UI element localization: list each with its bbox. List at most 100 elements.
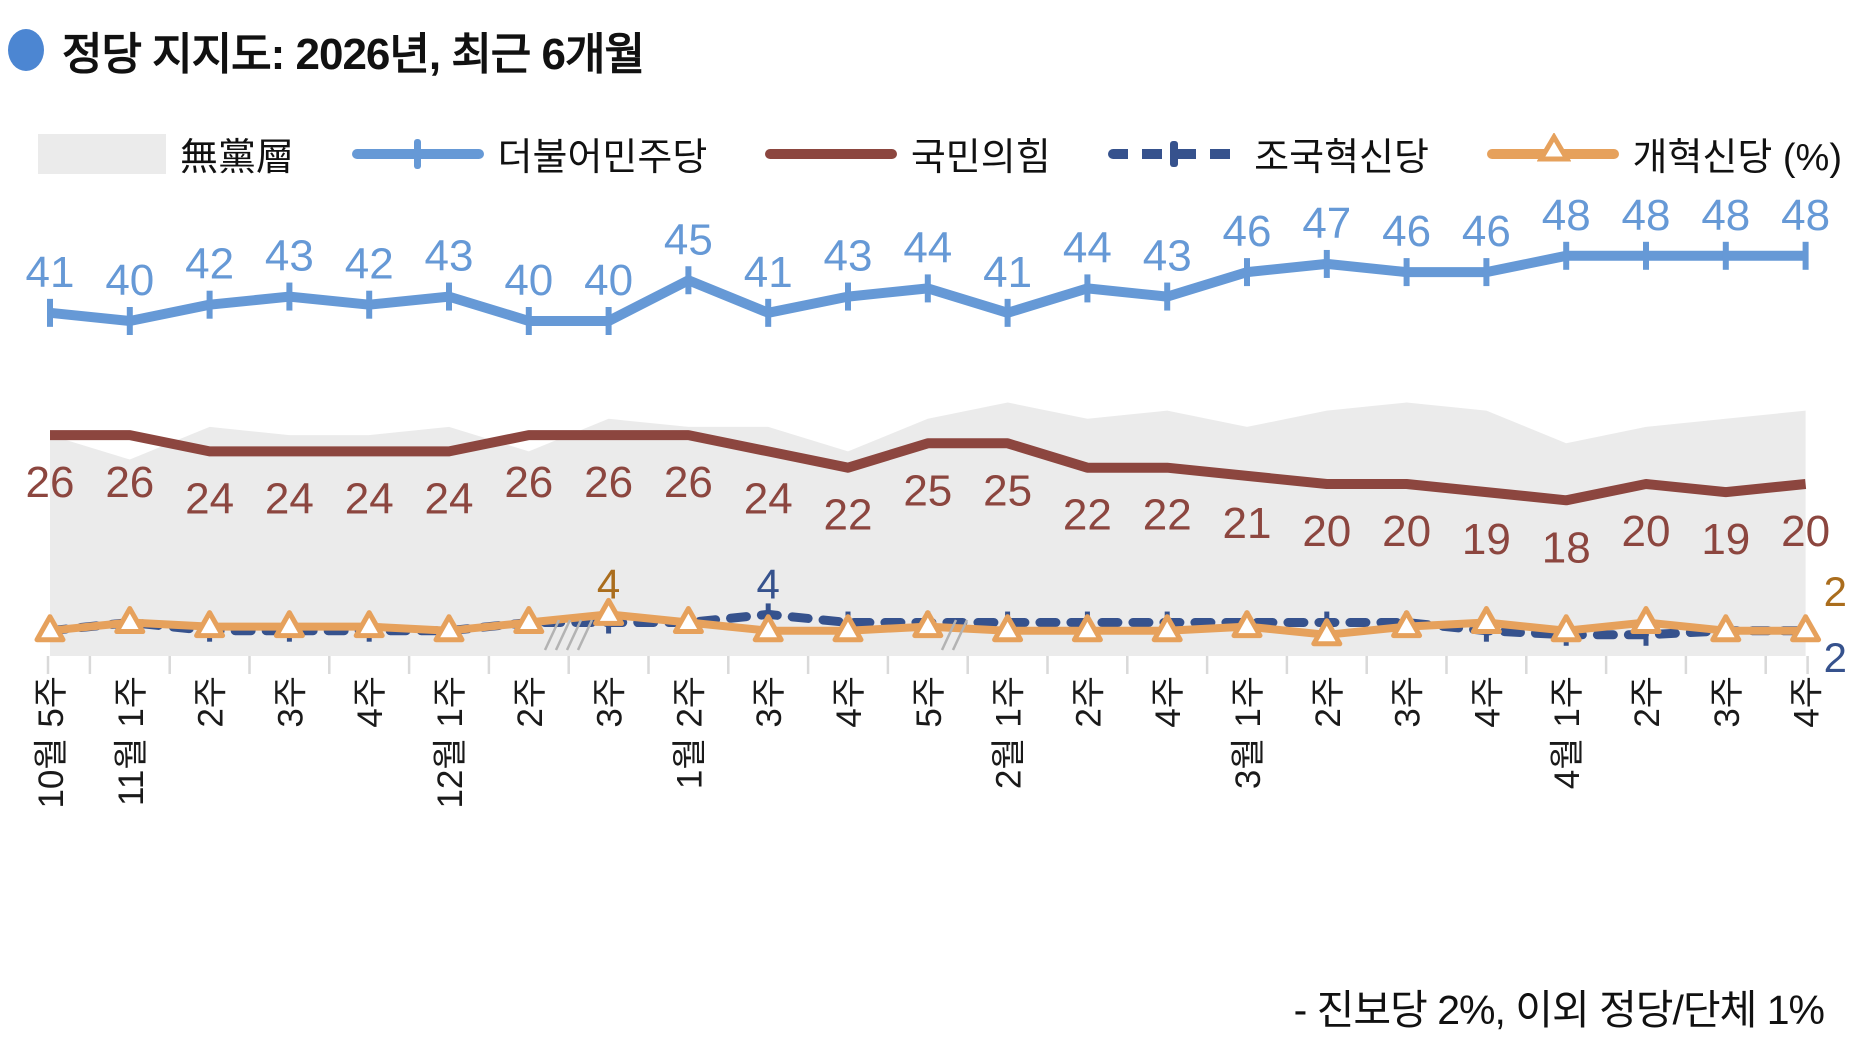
footnote: - 진보당 2%, 이외 정당/단체 1% [1293,987,1825,1033]
point-label: 2 [1824,634,1847,681]
gray-area-swatch [38,133,166,174]
svg-text:3주: 3주 [271,676,310,728]
svg-text:12월 1주: 12월 1주 [431,676,470,809]
svg-text:26: 26 [584,458,633,507]
svg-text:41: 41 [983,248,1032,297]
x-axis-ticks [46,656,1809,674]
point-label: 2 [1824,568,1847,615]
svg-text:48: 48 [1701,191,1750,240]
svg-text:19: 19 [1462,515,1511,564]
democratic-tick-markers [47,241,1809,335]
svg-text:2주: 2주 [511,676,550,728]
svg-text:48: 48 [1781,191,1830,240]
legend-item-ppp: 국민의힘 [764,126,1051,181]
svg-text:2주: 2주 [1309,676,1348,728]
svg-text:20: 20 [1302,507,1351,556]
svg-text:47: 47 [1302,199,1351,248]
svg-text:44: 44 [1063,223,1112,272]
svg-text:42: 42 [345,240,394,289]
svg-text:26: 26 [504,458,553,507]
svg-text:43: 43 [425,232,474,281]
svg-text:43: 43 [265,232,314,281]
svg-text:22: 22 [1143,491,1192,540]
area-no-party [50,402,1806,656]
svg-text:24: 24 [345,474,394,523]
svg-text:2주: 2주 [192,676,231,728]
svg-text:18: 18 [1542,523,1591,572]
svg-text:40: 40 [584,256,633,305]
svg-text:21: 21 [1223,499,1272,548]
svg-text:4주: 4주 [1149,676,1188,728]
svg-text:24: 24 [425,474,474,523]
svg-text:48: 48 [1542,191,1591,240]
svg-text:2주: 2주 [1628,676,1667,728]
legend-label: 더불어민주당 [497,137,708,179]
svg-text:26: 26 [26,458,75,507]
legend-label: 개혁신당 (%) [1632,137,1843,179]
svg-text:46: 46 [1462,207,1511,256]
point-label: 4 [757,560,780,607]
svg-text:22: 22 [824,491,873,540]
svg-text:20: 20 [1382,507,1431,556]
svg-text:41: 41 [744,248,793,297]
axis-break-marks [543,619,969,651]
plus-marker-icon [1170,140,1179,167]
legend-item-democratic: 더불어민주당 [351,126,708,181]
svg-text:22: 22 [1063,491,1112,540]
svg-text:24: 24 [185,474,234,523]
svg-text:42: 42 [185,240,234,289]
svg-text:1월 2주: 1월 2주 [670,676,709,789]
reform-triangle-markers [34,597,1822,647]
legend-label: 조국혁신당 [1254,137,1429,179]
svg-text:4주: 4주 [1788,676,1827,728]
legend: 無黨層 더불어민주당 국민의힘 조국혁신당 개혁신당 (%) [38,126,1842,181]
svg-text:20: 20 [1622,507,1671,556]
svg-text:26: 26 [664,458,713,507]
svg-text:43: 43 [1143,232,1192,281]
svg-text:40: 40 [504,256,553,305]
svg-text:3주: 3주 [1389,676,1428,728]
title-bullet-icon [8,29,44,71]
svg-text:40: 40 [105,256,154,305]
svg-text:48: 48 [1622,191,1671,240]
svg-text:43: 43 [824,232,873,281]
legend-item-chokuk: 조국혁신당 [1108,126,1429,181]
svg-text:25: 25 [903,466,952,515]
title-row: 정당 지지도: 2026년, 최근 6개월 [8,18,645,82]
orange-line-swatch [1486,132,1619,161]
point-label: 4 [597,560,620,607]
svg-text:4월 1주: 4월 1주 [1548,676,1587,789]
x-axis-labels: 10월 5주 11월 1주 2주 3주 4주 12월 1주 2주 3주 1월 2주 3주 4주 5주 2… [32,676,1827,809]
blue-line-swatch [351,138,484,169]
svg-text:25: 25 [983,466,1032,515]
svg-text:44: 44 [903,223,952,272]
ppp-data-labels: 26 26 24 24 24 24 26 26 26 24 22 25 25 22 22 21 20 20 19 18… [26,458,1831,572]
svg-text:4주: 4주 [1468,676,1507,728]
legend-label: 無黨層 [180,137,295,179]
svg-text:20: 20 [1781,507,1830,556]
svg-text:46: 46 [1223,207,1272,256]
svg-text:10월 5주: 10월 5주 [32,676,71,809]
svg-text:45: 45 [664,215,713,264]
svg-text:11월 1주: 11월 1주 [112,676,151,806]
svg-text:19: 19 [1701,515,1750,564]
red-line-swatch [764,148,897,159]
svg-text:26: 26 [105,458,154,507]
legend-label: 국민의힘 [910,137,1051,179]
page-title: 정당 지지도: 2026년, 최근 6개월 [62,30,645,79]
line-ppp [50,430,1807,506]
svg-text:24: 24 [744,474,793,523]
triangle-marker-icon [1536,132,1571,161]
svg-text:2주: 2주 [1069,676,1108,728]
svg-text:4주: 4주 [830,676,869,728]
svg-text:2월 1주: 2월 1주 [990,676,1029,789]
democratic-data-labels: 41 40 42 43 42 43 40 40 45 41 43 44 41 44 43 46 47 46 46 48… [26,191,1831,305]
svg-text:5주: 5주 [910,676,949,728]
svg-text:3주: 3주 [1708,676,1747,728]
svg-text:3주: 3주 [591,676,630,728]
navy-dashed-swatch [1108,140,1241,167]
svg-text:46: 46 [1382,207,1431,256]
svg-text:3월 1주: 3월 1주 [1229,676,1268,789]
svg-text:3주: 3주 [750,676,789,728]
svg-text:41: 41 [26,248,75,297]
